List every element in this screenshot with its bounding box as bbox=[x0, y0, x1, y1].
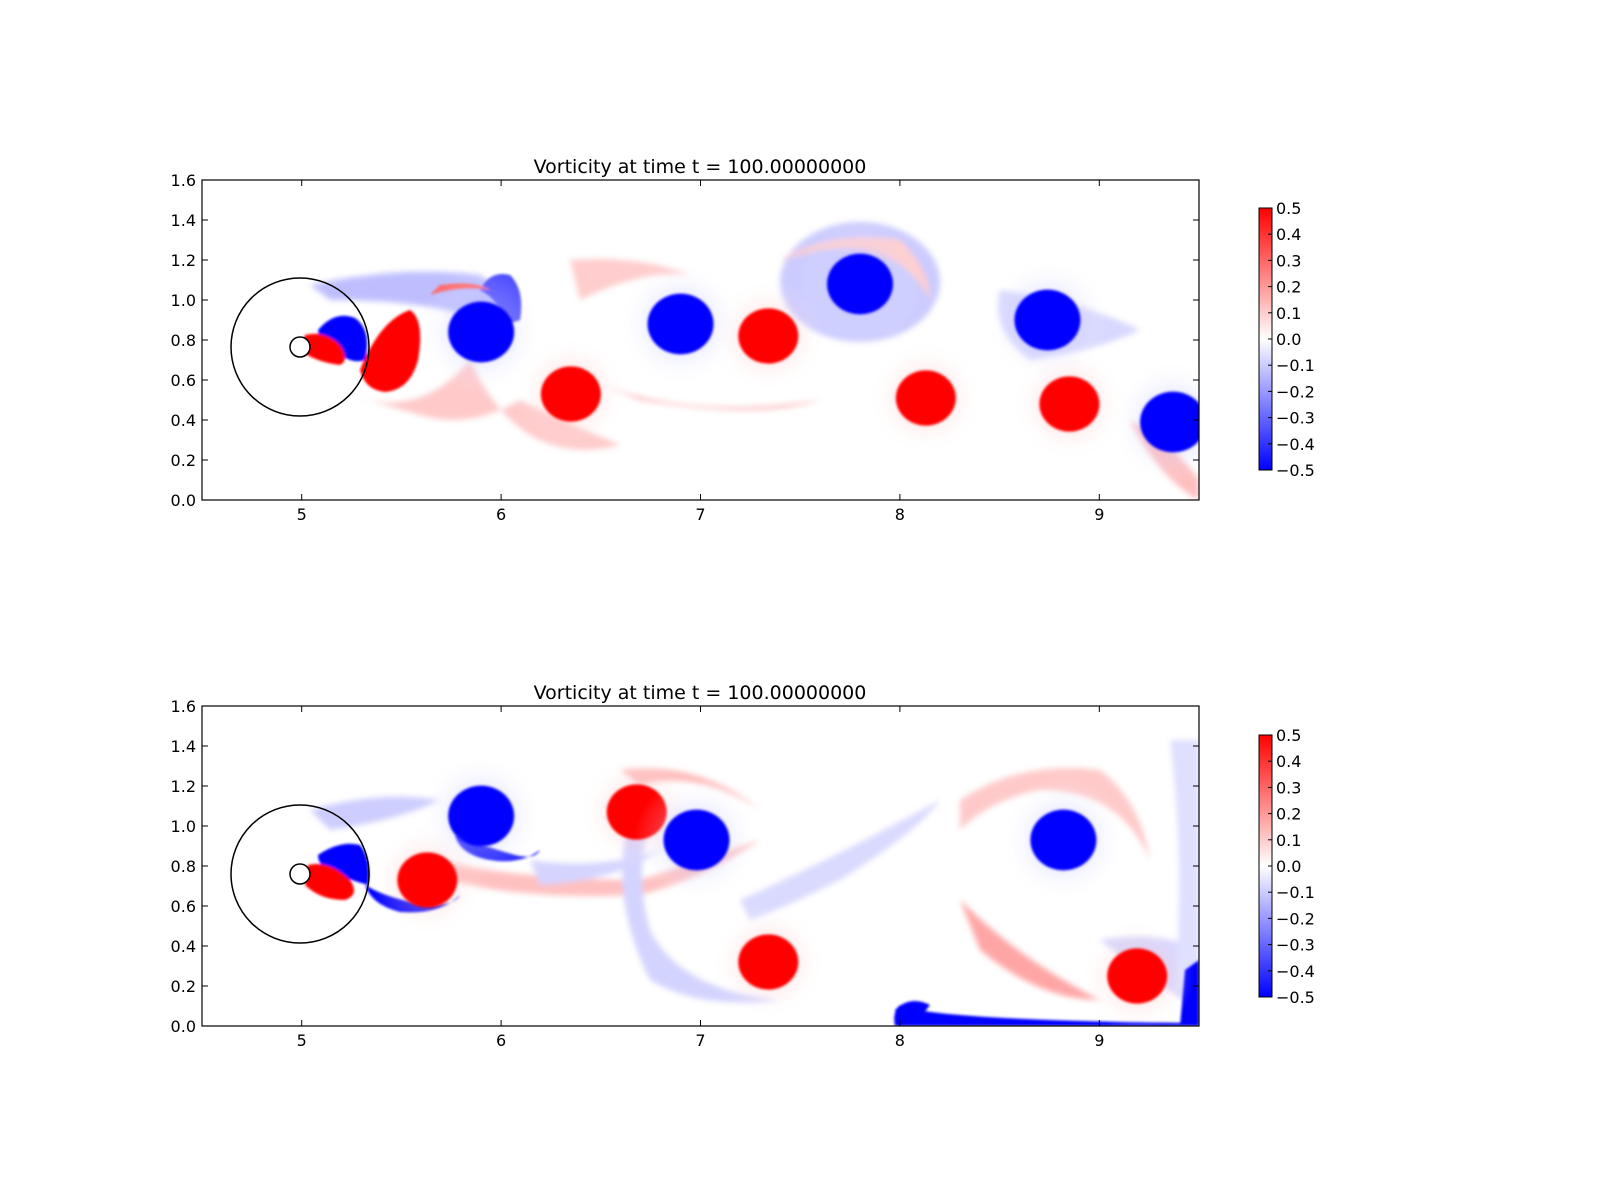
y-tick-label: 0.2 bbox=[171, 451, 196, 470]
x-tick-label: 7 bbox=[695, 505, 705, 524]
negative-vortex-core bbox=[448, 301, 515, 363]
x-tick-label: 8 bbox=[895, 1031, 905, 1050]
negative-vortex-core bbox=[663, 809, 730, 871]
x-tick-label: 6 bbox=[496, 505, 506, 524]
colorbar-tick-label: 0.4 bbox=[1276, 225, 1301, 244]
cylinder-body bbox=[289, 336, 311, 358]
y-tick-label: 1.6 bbox=[171, 171, 196, 190]
colorbar-tick-label: −0.4 bbox=[1276, 962, 1315, 981]
colorbar-tick-label: −0.2 bbox=[1276, 909, 1315, 928]
negative-vortex-core bbox=[827, 253, 894, 315]
colorbar-tick-label: −0.5 bbox=[1276, 988, 1315, 1007]
colorbar-tick-label: 0.1 bbox=[1276, 831, 1301, 850]
x-tick-label: 7 bbox=[695, 1031, 705, 1050]
colorbar-tick-label: 0.4 bbox=[1276, 752, 1301, 771]
x-tick-label: 8 bbox=[895, 505, 905, 524]
negative-vortex-core bbox=[1140, 391, 1199, 453]
y-tick-label: 0.4 bbox=[171, 937, 196, 956]
y-tick-label: 1.0 bbox=[171, 291, 196, 310]
x-axis: 5 6 7 8 9 bbox=[297, 706, 1104, 1050]
colorbar-tick-label: 0.0 bbox=[1276, 857, 1301, 876]
positive-vortex-core bbox=[540, 366, 601, 422]
y-tick-label: 0.6 bbox=[171, 897, 196, 916]
colorbar-tick-label: 0.5 bbox=[1276, 726, 1301, 745]
colorbar-tick-label: 0.3 bbox=[1276, 251, 1301, 270]
y-tick-label: 1.6 bbox=[171, 697, 196, 716]
vortex-layer bbox=[418, 221, 1199, 485]
colorbar-tick-label: 0.1 bbox=[1276, 304, 1301, 323]
colorbar-tick-label: 0.0 bbox=[1276, 330, 1301, 349]
x-tick-label: 9 bbox=[1094, 505, 1104, 524]
x-tick-label: 6 bbox=[496, 1031, 506, 1050]
y-tick-label: 1.2 bbox=[171, 251, 196, 270]
positive-vortex-core bbox=[397, 852, 458, 908]
colorbar-ticks: 0.5 0.4 0.3 0.2 0.1 0.0 −0.1 −0.2 −0.3 −0.4 −0.5 bbox=[1268, 199, 1315, 480]
cylinder-body bbox=[289, 863, 311, 885]
y-tick-label: 1.4 bbox=[171, 211, 196, 230]
colorbar-tick-label: 0.5 bbox=[1276, 199, 1301, 218]
vorticity-panel-2: Vorticity at time t = 100.00000000 bbox=[171, 682, 1315, 1050]
colorbar-tick-label: −0.3 bbox=[1276, 409, 1315, 428]
vortex-layer bbox=[370, 753, 1195, 1026]
colorbar-ticks: 0.5 0.4 0.3 0.2 0.1 0.0 −0.1 −0.2 −0.3 −0.4 −0.5 bbox=[1268, 726, 1315, 1007]
colorbar-tick-label: −0.2 bbox=[1276, 382, 1315, 401]
y-tick-label: 0.2 bbox=[171, 977, 196, 996]
y-tick-label: 0.8 bbox=[171, 857, 196, 876]
y-tick-label: 1.4 bbox=[171, 737, 196, 756]
y-tick-label: 1.2 bbox=[171, 777, 196, 796]
colorbar-tick-label: −0.3 bbox=[1276, 936, 1315, 955]
y-axis: 0.0 0.2 0.4 0.6 0.8 1.0 1.2 1.4 1.6 bbox=[171, 697, 1199, 1036]
vorticity-panel-1: Vorticity at time t = 100.00000000 bbox=[171, 156, 1315, 524]
y-tick-label: 0.0 bbox=[171, 1017, 196, 1036]
colorbar-tick-label: 0.2 bbox=[1276, 805, 1301, 824]
outer-domain-circle bbox=[230, 277, 370, 417]
x-tick-label: 9 bbox=[1094, 1031, 1104, 1050]
negative-vortex-core bbox=[1030, 809, 1097, 871]
vorticity-field bbox=[202, 180, 1199, 500]
positive-vortex-core bbox=[738, 308, 799, 364]
y-tick-label: 0.4 bbox=[171, 411, 196, 430]
y-axis: 0.0 0.2 0.4 0.6 0.8 1.0 1.2 1.4 1.6 bbox=[171, 171, 1199, 510]
vorticity-field bbox=[202, 706, 1199, 1026]
negative-vortex-core bbox=[1014, 289, 1081, 351]
negative-vortex-core bbox=[647, 293, 714, 355]
positive-vortex-core bbox=[1107, 948, 1168, 1004]
y-tick-label: 1.0 bbox=[171, 817, 196, 836]
x-axis: 5 6 7 8 9 bbox=[297, 180, 1104, 524]
colorbar: 0.5 0.4 0.3 0.2 0.1 0.0 −0.1 −0.2 −0.3 −0.4 −0.5 bbox=[1258, 726, 1315, 1007]
x-tick-label: 5 bbox=[297, 505, 307, 524]
panel-title: Vorticity at time t = 100.00000000 bbox=[534, 156, 867, 178]
colorbar-tick-label: −0.5 bbox=[1276, 461, 1315, 480]
negative-vortex-core bbox=[448, 785, 515, 847]
colorbar-tick-label: −0.4 bbox=[1276, 435, 1315, 454]
panel-title: Vorticity at time t = 100.00000000 bbox=[534, 682, 867, 704]
colorbar-tick-label: 0.3 bbox=[1276, 778, 1301, 797]
outer-domain-circle bbox=[230, 804, 370, 944]
positive-vortex-core bbox=[738, 934, 799, 990]
y-tick-label: 0.8 bbox=[171, 331, 196, 350]
positive-vortex-core bbox=[895, 370, 956, 426]
positive-vortex-core bbox=[1039, 376, 1100, 432]
colorbar-tick-label: −0.1 bbox=[1276, 356, 1315, 375]
y-tick-label: 0.0 bbox=[171, 491, 196, 510]
colorbar: 0.5 0.4 0.3 0.2 0.1 0.0 −0.1 −0.2 −0.3 −0.4 −0.5 bbox=[1258, 199, 1315, 480]
y-tick-label: 0.6 bbox=[171, 371, 196, 390]
colorbar-tick-label: 0.2 bbox=[1276, 278, 1301, 297]
colorbar-tick-label: −0.1 bbox=[1276, 883, 1315, 902]
x-tick-label: 5 bbox=[297, 1031, 307, 1050]
